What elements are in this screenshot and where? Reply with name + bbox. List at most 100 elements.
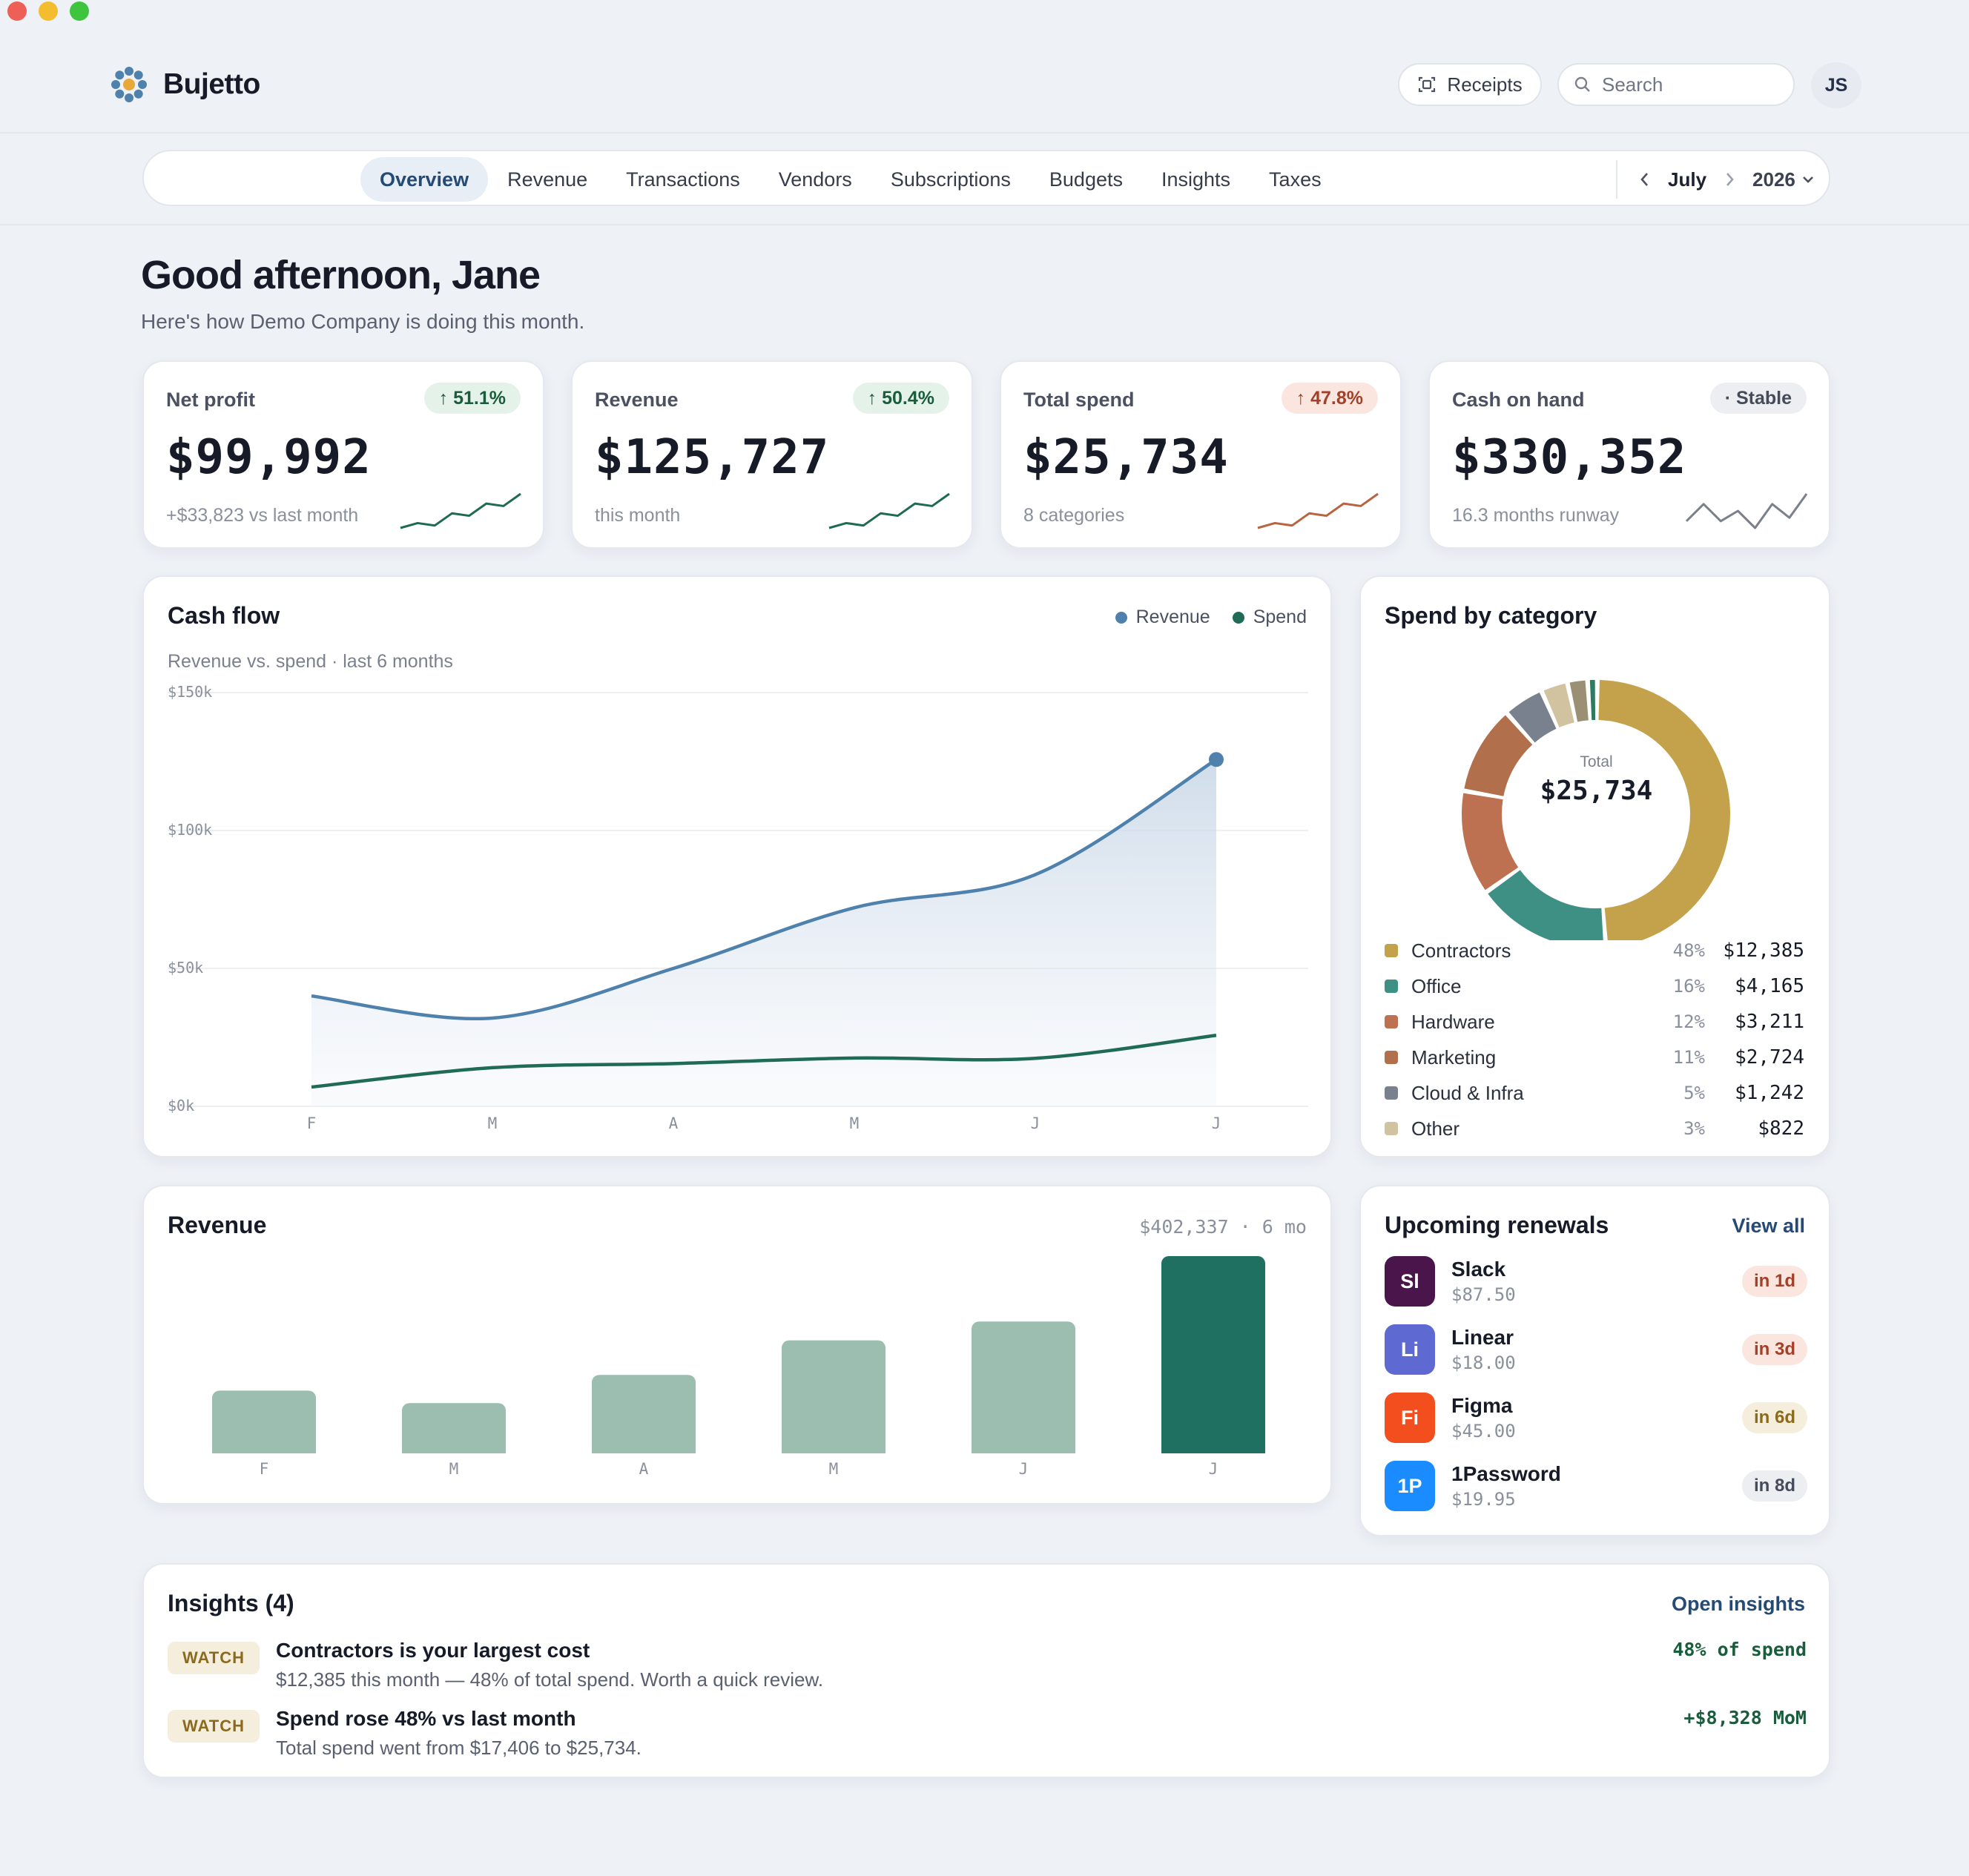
category-amount: $822 (1758, 1117, 1804, 1140)
insight-tag: WATCH (168, 1710, 260, 1743)
renewal-name: Slack (1451, 1258, 1506, 1281)
insight-row[interactable]: WATCH Contractors is your largest cost $12… (168, 1639, 1807, 1698)
category-list: Contractors 48% $12,385 Office 16% $4,165 Hard… (1385, 933, 1804, 1146)
nav-tab-budgets[interactable]: Budgets (1049, 168, 1123, 191)
kpi-label: Cash on hand (1452, 389, 1585, 411)
search-icon (1574, 76, 1590, 92)
renewal-row-figma[interactable]: Fi Figma $45.00 in 6d (1385, 1391, 1807, 1444)
category-row-other[interactable]: Other 3% $822 (1385, 1111, 1804, 1146)
date-selector: July 2026 (1616, 160, 1815, 199)
renewal-text: Linear $18.00 (1451, 1326, 1742, 1373)
donut-slice (1462, 793, 1519, 891)
insight-tag: WATCH (168, 1642, 260, 1674)
category-row-cloud-infra[interactable]: Cloud & Infra 5% $1,242 (1385, 1075, 1804, 1111)
sparkline-line (828, 492, 950, 529)
cash-flow-legend: Revenue Spend (1115, 607, 1307, 628)
nav-tab-subscriptions[interactable]: Subscriptions (890, 168, 1011, 191)
spend-by-category-card: Spend by category Total $25,734 Contract… (1359, 575, 1830, 1157)
user-avatar[interactable]: JS (1811, 62, 1861, 108)
top-header: Bujetto Receipts JS (0, 0, 1969, 133)
revenue-bar (402, 1403, 506, 1453)
chevron-down-icon (1802, 176, 1813, 183)
kpi-change-badge: ↑ 47.8% (1281, 383, 1378, 414)
revenue-bar (212, 1390, 316, 1453)
receipts-button[interactable]: Receipts (1398, 63, 1542, 106)
category-swatch (1385, 1122, 1398, 1135)
category-name: Other (1411, 1117, 1460, 1140)
revenue-bar-base (212, 1446, 316, 1453)
x-tick-label: J (1212, 1114, 1221, 1132)
bar-x-label: M (449, 1460, 459, 1478)
category-row-contractors[interactable]: Contractors 48% $12,385 (1385, 933, 1804, 968)
renewal-name: Figma (1451, 1394, 1513, 1417)
year-select[interactable]: 2026 (1752, 168, 1815, 191)
receipts-label: Receipts (1447, 73, 1523, 96)
x-tick-label: M (488, 1114, 498, 1132)
nav-tab-taxes[interactable]: Taxes (1269, 168, 1322, 191)
renewal-due-badge: in 3d (1741, 1334, 1807, 1365)
nav-tab-insights[interactable]: Insights (1161, 168, 1231, 191)
zoom-window-button[interactable] (70, 1, 89, 21)
renewal-price: $45.00 (1451, 1421, 1516, 1441)
view-all-link[interactable]: View all (1732, 1215, 1805, 1237)
kpi-label: Total spend (1023, 389, 1135, 411)
legend-label: Spend (1253, 607, 1307, 627)
kpi-card-cash-on-hand[interactable]: Cash on hand · Stable $330,352 16.3 months … (1428, 360, 1830, 549)
renewal-name: Linear (1451, 1326, 1514, 1349)
minimize-window-button[interactable] (39, 1, 58, 21)
month-label[interactable]: July (1668, 168, 1707, 191)
category-row-hardware[interactable]: Hardware 12% $3,211 (1385, 1004, 1804, 1040)
app-logo[interactable]: Bujetto (110, 65, 260, 104)
category-name: Office (1411, 974, 1462, 997)
sparkline-line (400, 492, 521, 529)
category-name: Hardware (1411, 1010, 1495, 1033)
kpi-change-badge: · Stable (1709, 383, 1807, 414)
scan-receipt-icon (1419, 76, 1436, 93)
bar-x-label: F (260, 1460, 269, 1478)
insight-description: Total spend went from $17,406 to $25,734… (276, 1737, 642, 1759)
close-window-button[interactable] (7, 1, 27, 21)
category-percent: 3% (1683, 1118, 1705, 1139)
nav-tab-revenue[interactable]: Revenue (507, 168, 588, 191)
category-row-marketing[interactable]: Marketing 11% $2,724 (1385, 1040, 1804, 1075)
search-box[interactable] (1557, 63, 1795, 106)
nav-tab-vendors[interactable]: Vendors (778, 168, 852, 191)
category-percent: 16% (1672, 976, 1705, 997)
open-insights-link[interactable]: Open insights (1671, 1593, 1805, 1615)
revenue-bar (972, 1321, 1075, 1453)
renewal-row-1password[interactable]: 1P 1Password $19.95 in 8d (1385, 1459, 1807, 1513)
nav-tab-overview[interactable]: Overview (360, 157, 489, 202)
sparkline-chart (1685, 493, 1808, 529)
renewal-price: $18.00 (1451, 1352, 1516, 1373)
nav-tab-transactions[interactable]: Transactions (626, 168, 740, 191)
renewal-price: $87.50 (1451, 1284, 1516, 1305)
x-tick-label: F (307, 1114, 317, 1132)
greeting-subtitle: Here's how Demo Company is doing this mo… (141, 310, 585, 333)
category-row-office[interactable]: Office 16% $4,165 (1385, 968, 1804, 1004)
kpi-label: Revenue (595, 389, 679, 411)
renewal-row-linear[interactable]: Li Linear $18.00 in 3d (1385, 1323, 1807, 1376)
category-amount: $1,242 (1735, 1082, 1804, 1104)
renewal-due-badge: in 8d (1741, 1470, 1807, 1502)
chevron-right-icon[interactable] (1723, 171, 1736, 188)
donut-slice (1569, 680, 1589, 722)
kpi-card-revenue[interactable]: Revenue ↑ 50.4% $125,727 this month (571, 360, 973, 549)
chevron-left-icon[interactable] (1638, 171, 1652, 188)
kpi-card-net-profit[interactable]: Net profit ↑ 51.1% $99,992 +$33,823 vs last… (142, 360, 544, 549)
search-input[interactable] (1602, 73, 1780, 96)
legend-item-spend: Spend (1232, 607, 1307, 628)
kpi-card-total-spend[interactable]: Total spend ↑ 47.8% $25,734 8 categories (1000, 360, 1402, 549)
insight-row[interactable]: WATCH Spend rose 48% vs last month Total s… (168, 1707, 1807, 1766)
revenue-endpoint (1209, 752, 1224, 767)
kpi-change-badge: ↑ 51.1% (423, 383, 521, 414)
1password-logo-icon: 1P (1385, 1461, 1435, 1511)
donut-slice (1508, 692, 1557, 743)
category-swatch (1385, 1015, 1398, 1028)
insight-metric: +$8,328 MoM (1683, 1707, 1807, 1728)
insight-title: Contractors is your largest cost (276, 1639, 590, 1662)
renewal-row-slack[interactable]: Sl Slack $87.50 in 1d (1385, 1255, 1807, 1308)
category-amount: $3,211 (1735, 1011, 1804, 1033)
renewal-text: Figma $45.00 (1451, 1394, 1742, 1441)
sparkline-chart (400, 492, 521, 529)
